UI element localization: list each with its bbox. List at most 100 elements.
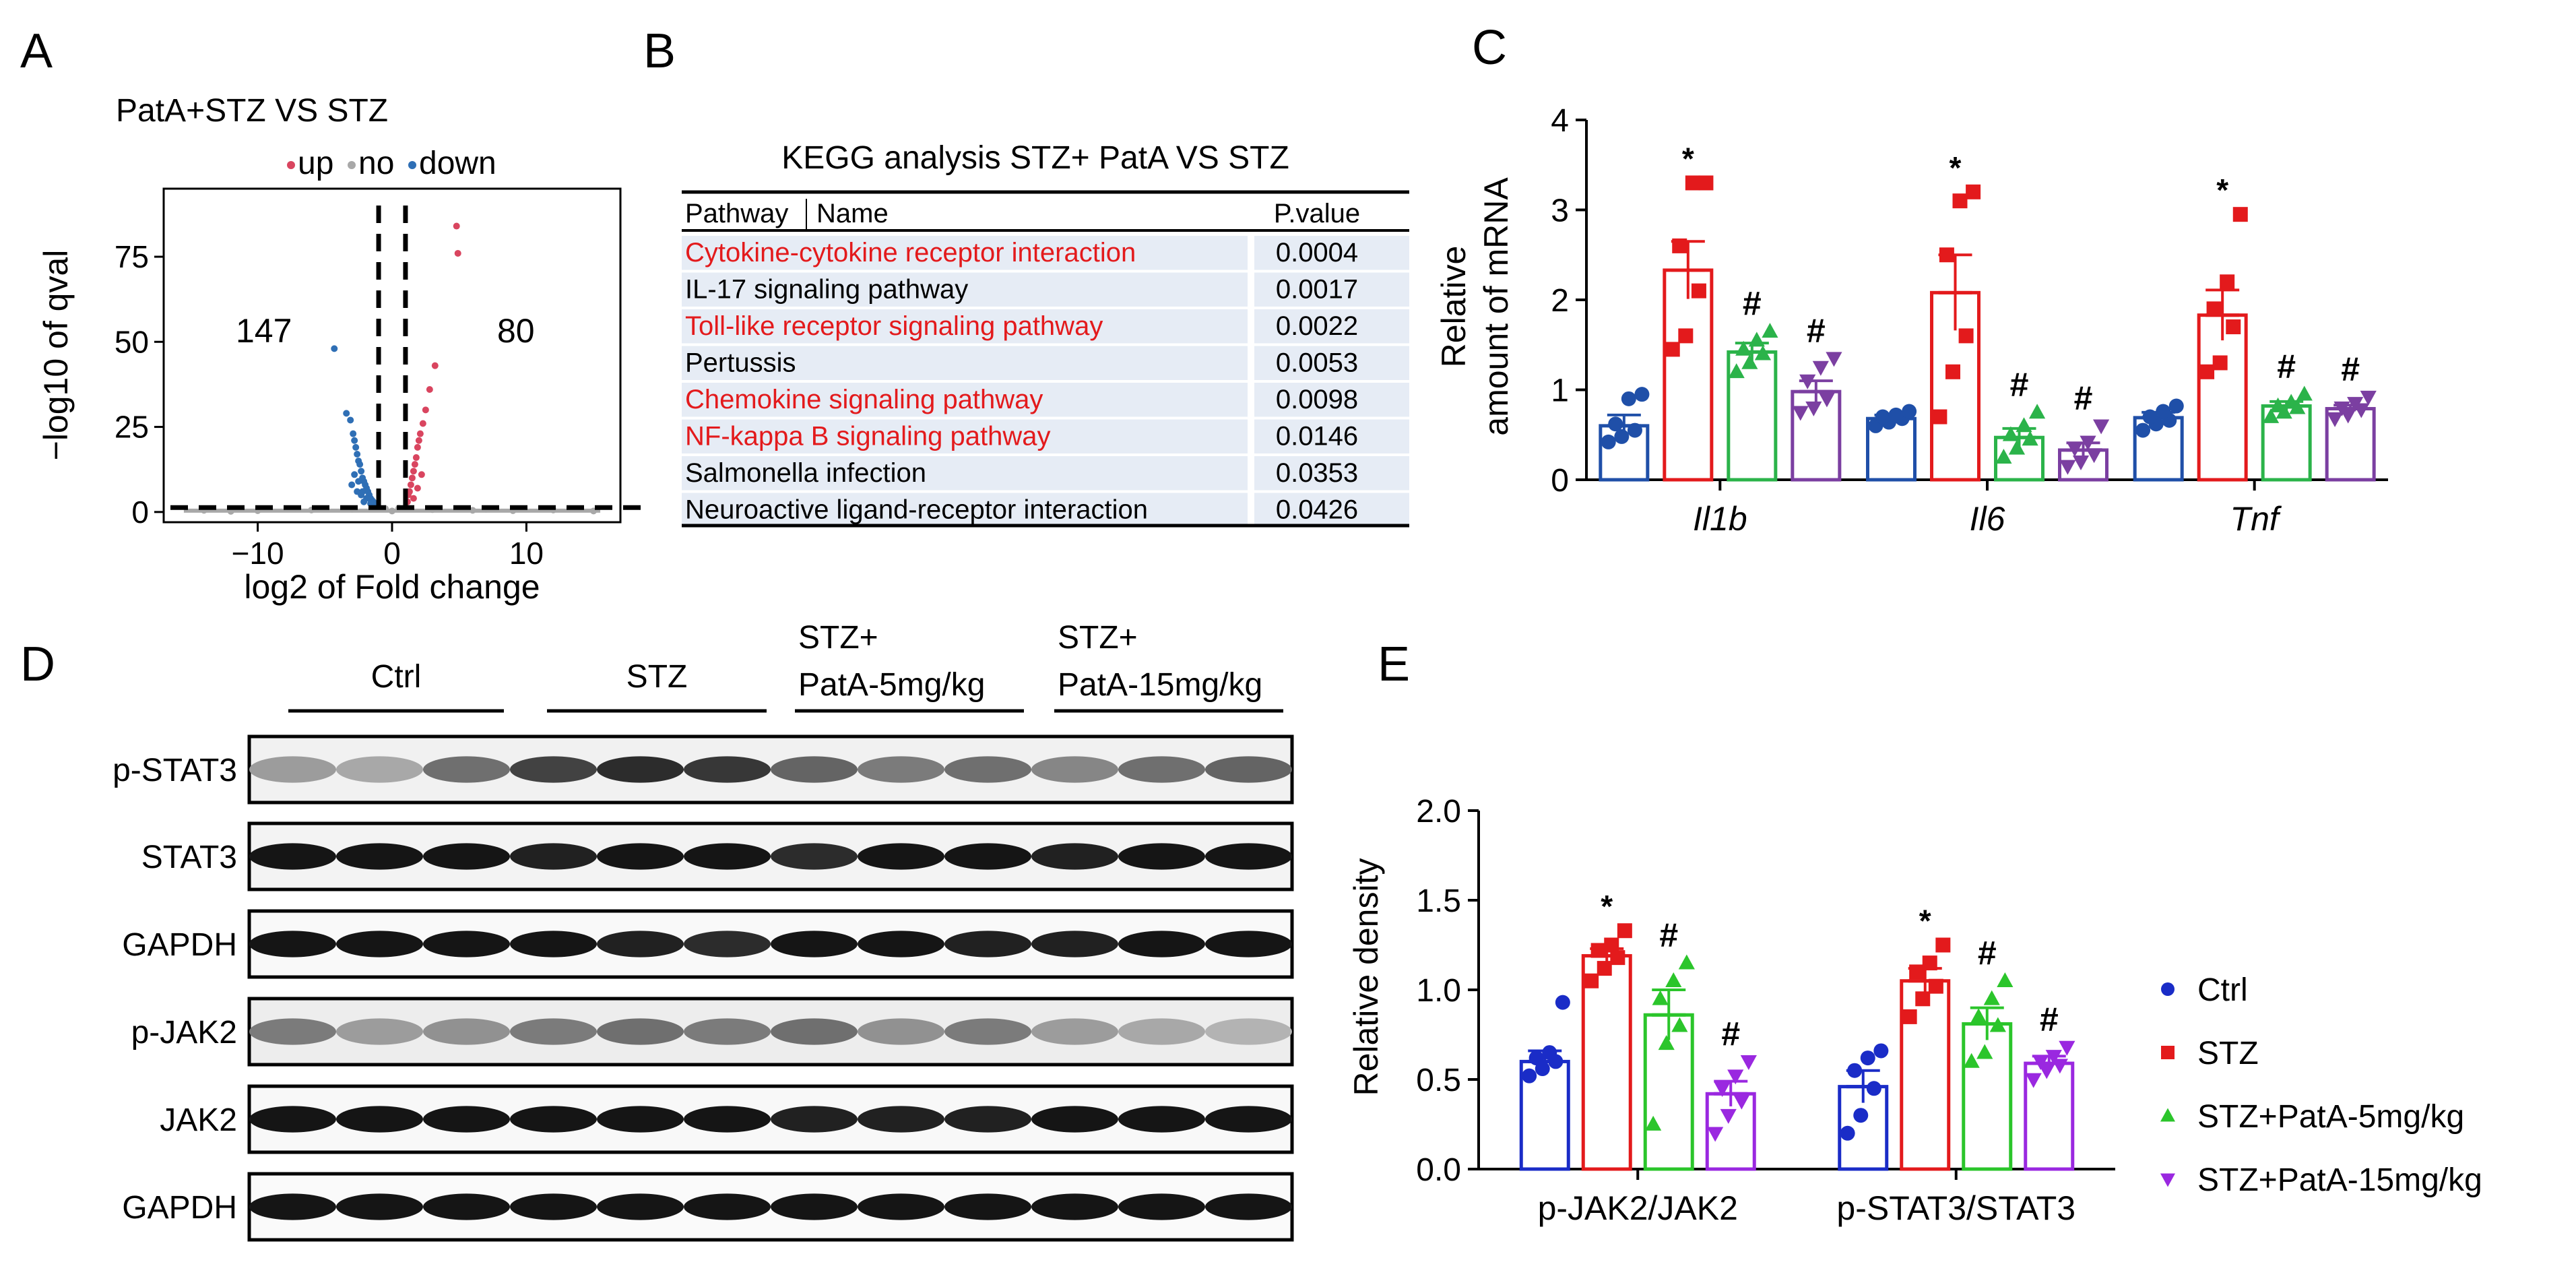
data-point	[2283, 394, 2300, 409]
data-point	[1707, 1127, 1724, 1142]
data-point	[1983, 990, 2000, 1005]
blot-group-label: STZ+	[798, 620, 878, 656]
data-point	[2045, 1050, 2062, 1065]
kegg-table: KEGG analysis STZ+ PatA VS STZ Pathway N…	[682, 140, 1409, 528]
data-point	[1875, 409, 1890, 425]
mrna-y-label-line2: amount of mRNA	[1477, 177, 1515, 436]
data-point	[1805, 401, 1822, 416]
blot-band	[1118, 843, 1205, 870]
volcano-point-up	[414, 443, 421, 451]
legend-marker	[2161, 1046, 2175, 1059]
legend-down-label: down	[419, 146, 496, 181]
data-point	[1952, 193, 1968, 209]
significance-mark: #	[1807, 312, 1826, 350]
data-point	[1741, 354, 1758, 369]
data-point	[1555, 995, 1570, 1010]
y-tick-label: 0	[1551, 463, 1569, 499]
density-legend: Ctrl STZ STZ+PatA-5mg/kg STZ+PatA-15mg/kg	[2160, 972, 2482, 1198]
volcano-point-down	[363, 495, 371, 502]
blot-band	[597, 756, 684, 783]
panel-label-c: C	[1472, 21, 1507, 75]
kegg-pvalue-bg	[1254, 383, 1409, 417]
data-point	[2066, 441, 2083, 457]
data-point	[1634, 387, 1650, 402]
panel-label-b: B	[643, 24, 676, 78]
blot-row-label: STAT3	[141, 840, 237, 875]
kegg-col-pvalue: P.value	[1274, 199, 1360, 228]
kegg-pvalue-bg	[1254, 419, 1409, 453]
volcano-point-up	[431, 362, 439, 369]
data-point	[1671, 1017, 1688, 1032]
volcano-point-down	[350, 430, 357, 437]
blot-band	[249, 1018, 336, 1045]
data-point	[1665, 972, 1682, 988]
data-point	[1970, 1008, 1987, 1024]
blot-band	[597, 1106, 684, 1133]
density-plot-area: 0.0 0.5 1.0 1.5 2.0 p-JAK2/JAK2 * # # p-STAT3/STA…	[1416, 794, 2115, 1227]
volcano-up-count: 80	[497, 312, 535, 350]
blot-band	[1205, 1018, 1292, 1045]
kegg-row-pvalue: 0.0353	[1276, 458, 1358, 488]
blot-band	[510, 843, 597, 870]
data-point	[1597, 961, 1612, 976]
blot-group-label: Ctrl	[371, 659, 422, 695]
blot-band	[684, 1193, 771, 1220]
data-point	[1714, 1081, 1731, 1097]
volcano-point-down	[347, 416, 354, 424]
data-point	[2360, 390, 2377, 406]
data-point	[1902, 404, 1917, 419]
legend-label: STZ+PatA-15mg/kg	[2197, 1162, 2482, 1198]
blot-band	[423, 756, 510, 783]
y-tick-label: 1.0	[1416, 973, 1461, 1009]
data-point	[1614, 429, 1630, 444]
blot-band	[1205, 1193, 1292, 1220]
volcano-x-label: log2 of Fold change	[244, 568, 540, 606]
blot-row-label: p-STAT3	[112, 753, 237, 788]
volcano-point-down	[331, 345, 338, 352]
data-point	[1658, 1035, 1675, 1050]
blot-band	[1205, 931, 1292, 958]
blot-band	[944, 756, 1031, 783]
data-point	[1678, 328, 1694, 344]
kegg-pvalue-bg	[1254, 272, 1409, 307]
kegg-row-pvalue: 0.0426	[1276, 495, 1358, 525]
data-point	[1727, 1069, 1744, 1085]
data-point	[1754, 345, 1772, 360]
x-category-label: Tnf	[2230, 500, 2282, 538]
kegg-row-name: Salmonella infection	[685, 458, 926, 488]
data-point	[1799, 374, 1816, 389]
blot-band	[336, 1193, 423, 1220]
blot-row-label: JAK2	[160, 1102, 237, 1138]
data-point	[2072, 455, 2090, 470]
data-point	[2142, 409, 2158, 425]
kegg-row-pvalue: 0.0022	[1276, 311, 1358, 341]
volcano-x-tick-label: −10	[232, 536, 284, 571]
y-tick-label: 2.0	[1416, 794, 1461, 829]
data-point	[1939, 247, 1954, 263]
volcano-title: PatA+STZ VS STZ	[116, 93, 388, 129]
volcano-y-tick-label: 75	[115, 239, 149, 274]
blot-band	[510, 756, 597, 783]
blot-band	[249, 1106, 336, 1133]
data-point	[2016, 417, 2032, 433]
volcano-point-up	[418, 471, 425, 478]
x-category-label: p-JAK2/JAK2	[1538, 1189, 1738, 1227]
volcano-point-up	[415, 437, 422, 444]
data-point	[1678, 954, 1695, 970]
data-point	[1665, 342, 1680, 357]
legend-label: STZ+PatA-5mg/kg	[2197, 1099, 2464, 1135]
blot-band	[684, 1018, 771, 1045]
data-point	[1720, 1108, 1737, 1124]
legend-marker	[2160, 1108, 2175, 1122]
kegg-row-name: Cytokine-cytokine receptor interaction	[685, 238, 1136, 268]
volcano-point-down	[358, 468, 365, 475]
panel-label-d: D	[20, 637, 55, 691]
volcano-point-up	[408, 474, 416, 482]
data-point	[1976, 1044, 1993, 1059]
significance-mark: *	[1950, 150, 1962, 185]
data-point	[1610, 950, 1625, 966]
volcano-x-tick-label: 10	[509, 536, 544, 571]
data-point	[1840, 1125, 1855, 1141]
y-tick-label: 2	[1551, 283, 1569, 319]
kegg-row-bg	[682, 419, 1248, 453]
